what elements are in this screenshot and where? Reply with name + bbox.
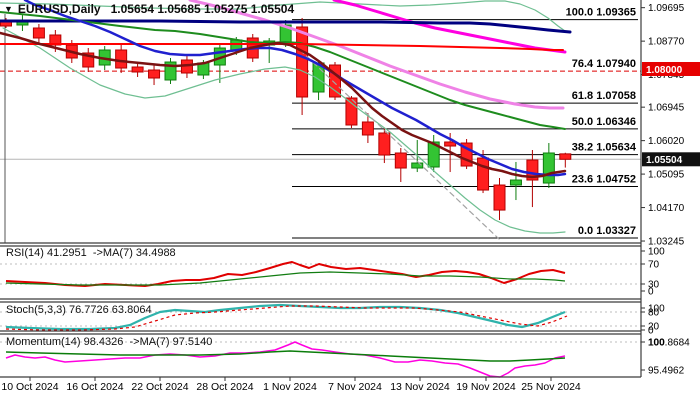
candle-body bbox=[164, 61, 177, 81]
price-badge-value: 1.05504 bbox=[646, 155, 683, 166]
candle-body bbox=[32, 27, 45, 39]
momentum-axis-label: 100 bbox=[648, 338, 665, 349]
overlay-trendline-dashed bbox=[299, 49, 500, 240]
stoch-axis-label: 100 bbox=[648, 304, 665, 315]
overlay-ma-navy bbox=[0, 19, 572, 34]
candle-body bbox=[509, 179, 522, 186]
date-axis-label[interactable]: 22 Oct 2024 bbox=[131, 381, 188, 393]
overlay-ma-green bbox=[0, 11, 566, 130]
date-axis-label[interactable]: 19 Nov 2024 bbox=[456, 381, 516, 393]
symbol-dropdown-icon[interactable]: ▼ bbox=[4, 4, 13, 14]
overlay-ma-darkred bbox=[0, 31, 567, 179]
candle-body bbox=[49, 34, 62, 46]
candle-body bbox=[329, 64, 341, 98]
date-axis-label[interactable]: 13 Nov 2024 bbox=[390, 381, 450, 393]
fib-level-label: 38.2 1.05634 bbox=[572, 142, 637, 154]
overlay-ma-red-flat bbox=[0, 43, 564, 51]
price-axis-label: 1.09695 bbox=[648, 3, 685, 14]
candle-body bbox=[361, 121, 374, 136]
candle-body bbox=[526, 159, 539, 181]
date-axis-label[interactable]: 16 Oct 2024 bbox=[66, 381, 123, 393]
candle-body bbox=[477, 157, 490, 191]
candle-body bbox=[460, 142, 473, 167]
momentum-line bbox=[5, 341, 566, 378]
candle-body bbox=[542, 152, 555, 184]
symbol-period-label: EURUSD,Daily bbox=[17, 2, 101, 16]
date-axis-label[interactable]: 10 Oct 2024 bbox=[1, 381, 58, 393]
price-axis-label: 1.08770 bbox=[648, 37, 685, 48]
candle-body bbox=[378, 132, 391, 156]
price-axis-label: 1.03245 bbox=[648, 237, 685, 248]
price-axis-label: 1.06945 bbox=[648, 103, 685, 114]
stoch-axis-label: 0 bbox=[648, 326, 654, 337]
date-axis-label[interactable]: 1 Nov 2024 bbox=[263, 381, 317, 393]
date-axis-label[interactable]: 7 Nov 2024 bbox=[328, 381, 382, 393]
candle-body bbox=[82, 52, 95, 68]
stoch-d-line bbox=[5, 305, 568, 331]
price-badge bbox=[642, 61, 700, 76]
candle-body bbox=[493, 184, 506, 211]
rsi-ma-line bbox=[5, 271, 566, 286]
overlay-band-upper bbox=[0, 0, 566, 32]
overlay-band-lower bbox=[2, 27, 566, 234]
momentum-indicator-label: Momentum(14) 98.4326 ->MA(7) 97.5140 bbox=[6, 336, 213, 348]
candle-body bbox=[411, 162, 424, 169]
overlay-ma-blue bbox=[23, 0, 567, 177]
candle-body bbox=[148, 69, 161, 79]
candle-body bbox=[115, 49, 128, 69]
fib-level-label: 23.6 1.04752 bbox=[572, 174, 636, 186]
price-axis-label: 1.04170 bbox=[648, 203, 685, 214]
fib-level-label: 100.0 1.09365 bbox=[566, 7, 636, 19]
rsi-line bbox=[5, 261, 566, 287]
candle-body bbox=[131, 66, 144, 73]
stoch-indicator-label: Stoch(5,3,3) 76.7726 63.8064 bbox=[6, 304, 152, 316]
date-axis-label[interactable]: 28 Oct 2024 bbox=[196, 381, 253, 393]
stoch-axis-label: 80 bbox=[648, 308, 660, 319]
rsi-axis-label: 30 bbox=[648, 280, 660, 291]
candle-body bbox=[427, 141, 440, 168]
stoch-axis-label: 20 bbox=[648, 322, 660, 333]
rsi-indicator-label: RSI(14) 41.2951 ->MA(7) 34.4988 bbox=[6, 247, 176, 259]
overlay-ma-magenta bbox=[332, 0, 567, 54]
candle-body bbox=[296, 26, 309, 98]
momentum-axis-label: 95.4962 bbox=[648, 366, 685, 377]
fib-level-label: 76.4 1.07940 bbox=[572, 58, 636, 70]
overlay-ma-pink bbox=[188, 0, 565, 110]
candle-body bbox=[559, 153, 572, 160]
price-badge-value: 1.08000 bbox=[646, 65, 683, 76]
fib-level-label: 0.0 1.03327 bbox=[578, 225, 636, 237]
candle-body bbox=[444, 141, 457, 147]
ohlc-values: 1.05654 1.05685 1.05275 1.05504 bbox=[110, 2, 295, 16]
momentum-ma-line bbox=[5, 350, 566, 362]
fib-level-label: 50.0 1.06346 bbox=[572, 116, 636, 128]
rsi-axis-label: 0 bbox=[648, 287, 654, 298]
fib-level-label: 61.8 1.07058 bbox=[572, 90, 636, 102]
candle-body bbox=[394, 152, 407, 169]
date-axis-label[interactable]: 25 Nov 2024 bbox=[521, 381, 581, 393]
price-axis-label: 1.06020 bbox=[648, 136, 685, 147]
price-badge bbox=[642, 152, 700, 167]
rsi-axis-label: 70 bbox=[648, 260, 660, 271]
chart-title[interactable]: ▼ EURUSD,Daily 1.05654 1.05685 1.05275 1.0… bbox=[4, 2, 294, 16]
price-axis-label: 1.05095 bbox=[648, 170, 685, 181]
rsi-axis-label: 100 bbox=[648, 247, 665, 258]
candle-body bbox=[345, 97, 358, 126]
momentum-axis-label: 100.8684 bbox=[648, 338, 690, 349]
